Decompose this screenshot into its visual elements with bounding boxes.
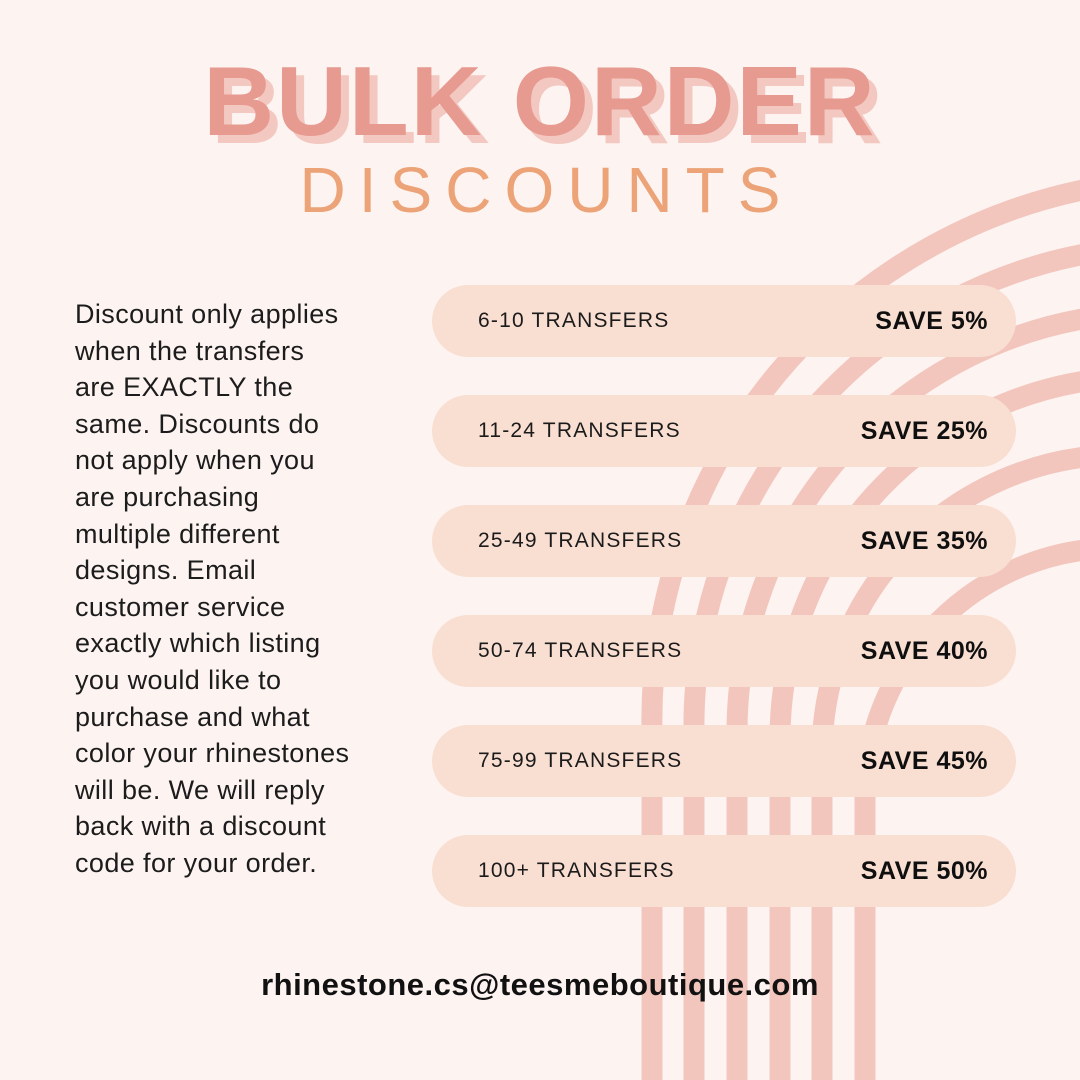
- tier-save-label: SAVE 40%: [860, 636, 988, 665]
- tier-save-label: SAVE 25%: [860, 416, 988, 445]
- discount-tier-row: 50-74 TRANSFERS SAVE 40%: [432, 615, 1016, 687]
- tier-range-label: 11-24 TRANSFERS: [478, 419, 681, 442]
- discount-tier-row: 11-24 TRANSFERS SAVE 25%: [432, 395, 1016, 467]
- discount-tier-row: 75-99 TRANSFERS SAVE 45%: [432, 725, 1016, 797]
- tier-list: 6-10 TRANSFERS SAVE 5% 11-24 TRANSFERS S…: [432, 285, 1016, 907]
- contact-email: rhinestone.cs@teesmeboutique.com: [261, 967, 819, 1002]
- description-text: Discount only applies when the transfers…: [75, 299, 350, 878]
- discount-tier-row: 25-49 TRANSFERS SAVE 35%: [432, 505, 1016, 577]
- tier-save-label: SAVE 5%: [875, 306, 988, 335]
- tier-range-label: 50-74 TRANSFERS: [478, 639, 683, 662]
- tier-save-label: SAVE 50%: [860, 856, 988, 885]
- discount-tier-row: 100+ TRANSFERS SAVE 50%: [432, 835, 1016, 907]
- tier-save-label: SAVE 35%: [860, 526, 988, 555]
- tier-range-label: 25-49 TRANSFERS: [478, 529, 683, 552]
- tier-range-label: 6-10 TRANSFERS: [478, 309, 670, 332]
- tier-range-label: 100+ TRANSFERS: [478, 859, 675, 882]
- tier-range-label: 75-99 TRANSFERS: [478, 749, 683, 772]
- page-title: BULK ORDER: [203, 46, 877, 156]
- page-subtitle: DISCOUNTS: [299, 154, 794, 226]
- tier-save-label: SAVE 45%: [860, 746, 988, 775]
- discount-tier-row: 6-10 TRANSFERS SAVE 5%: [432, 285, 1016, 357]
